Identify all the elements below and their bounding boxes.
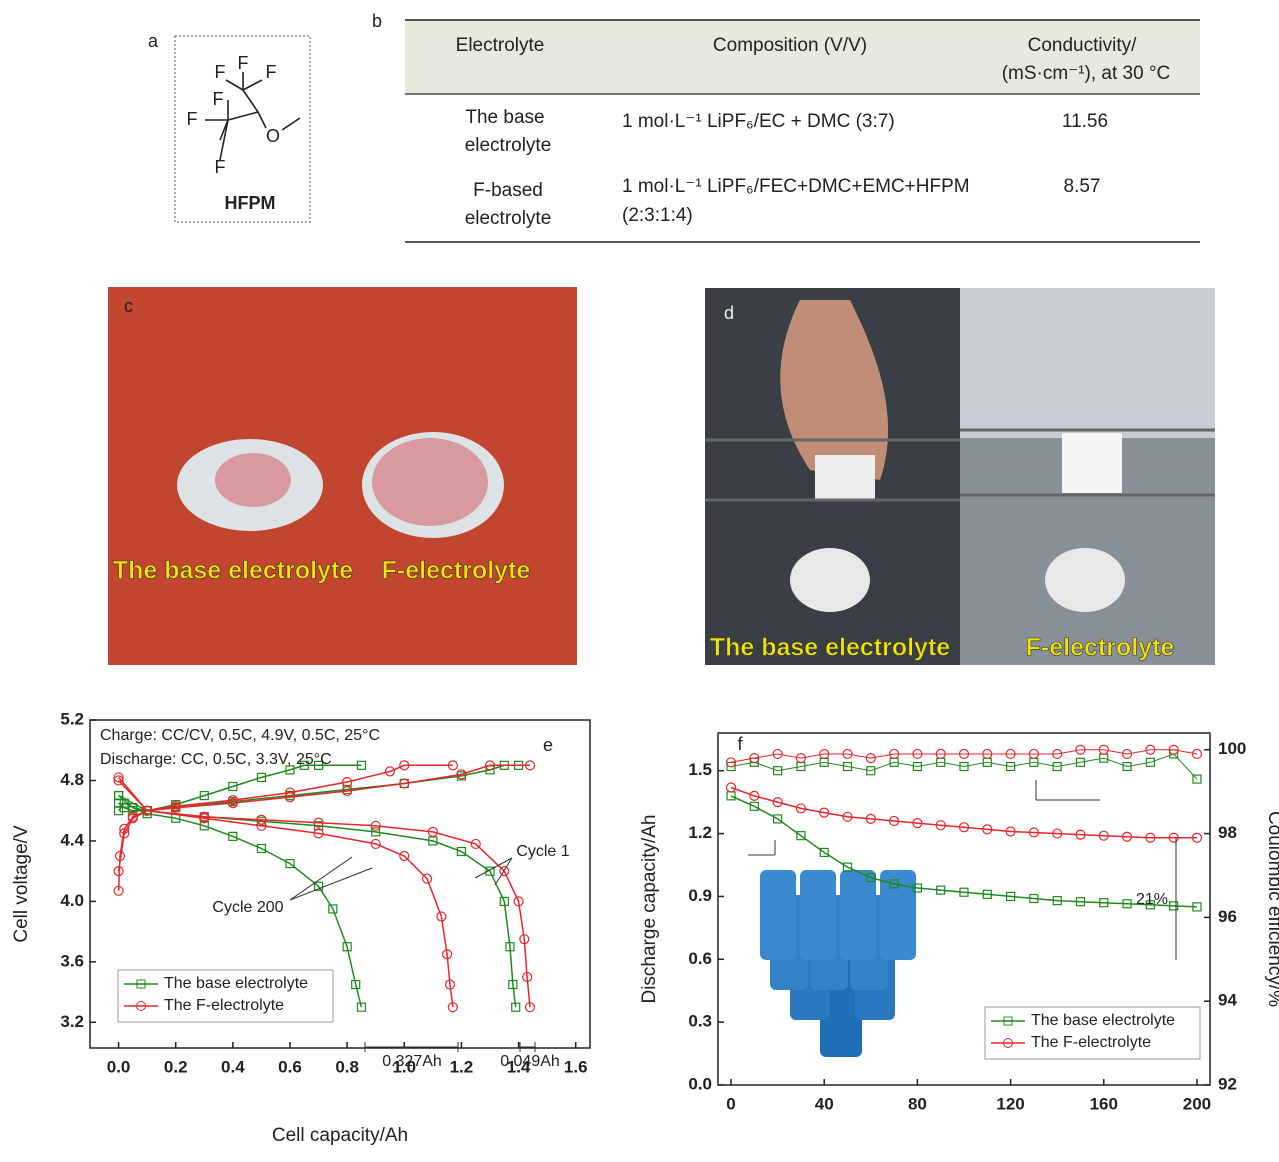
- y-tick-label: 4.4: [60, 830, 84, 849]
- molecule-name: HFPM: [225, 193, 276, 213]
- photo-drop: [372, 438, 488, 526]
- sample: [1062, 433, 1122, 493]
- table-cell: 8.57: [1064, 176, 1101, 197]
- y-tick-label: 4.8: [60, 770, 84, 789]
- y-tick-label: 0.0: [688, 1074, 712, 1093]
- atom: F: [215, 62, 226, 82]
- x-tick-label: 0.2: [164, 1057, 188, 1076]
- annotation: 0.327Ah: [382, 1053, 442, 1070]
- y-tick-label: 5.2: [60, 709, 84, 728]
- y-tick-label: 0.3: [688, 1012, 712, 1031]
- efficiency-line: [731, 750, 1197, 763]
- table-cell: (2:3:1:4): [622, 205, 693, 226]
- x-tick-label: 0.4: [221, 1057, 245, 1076]
- y2-tick-label: 96: [1218, 907, 1237, 926]
- lamp: [790, 548, 870, 612]
- y-axis-label: Cell voltage/V: [11, 825, 32, 943]
- annotation: Cycle 200: [212, 899, 283, 916]
- atom: F: [213, 89, 224, 109]
- atom: F: [215, 157, 226, 177]
- atom: F: [266, 62, 277, 82]
- x-tick-label: 40: [815, 1094, 834, 1113]
- panel-label: a: [148, 31, 159, 51]
- photo: [108, 287, 577, 665]
- y-tick-label: 1.2: [688, 823, 712, 842]
- figure: a F F F F F F O HFPM b Electrolyte Compo…: [0, 0, 1279, 1157]
- table-cell: F-based: [473, 180, 543, 201]
- panel-label: d: [724, 303, 734, 323]
- photo-wall: [960, 288, 1215, 438]
- y-tick-label: 0.6: [688, 949, 712, 968]
- y-tick-label: 3.2: [60, 1012, 84, 1031]
- sample: [815, 455, 875, 500]
- x-tick-label: 0.6: [278, 1057, 302, 1076]
- y-tick-label: 0.9: [688, 886, 712, 905]
- annotation: Charge: CC/CV, 0.5C, 4.9V, 0.5C, 25°C: [100, 727, 380, 744]
- pointer: [290, 857, 352, 900]
- legend-label: The F-electrolyte: [164, 997, 284, 1014]
- y2-tick-label: 98: [1218, 823, 1237, 842]
- table-cell: 1 mol·L⁻¹ LiPF₆/EC + DMC (3:7): [622, 111, 895, 132]
- photo-caption: The base electrolyte: [113, 557, 353, 585]
- y2-tick-label: 100: [1218, 739, 1246, 758]
- legend-label: The F-electrolyte: [1031, 1034, 1151, 1051]
- table-header: Electrolyte: [456, 35, 545, 56]
- y-tick-label: 1.5: [688, 760, 712, 779]
- table-header: Composition (V/V): [713, 35, 867, 56]
- table-cell: 11.56: [1062, 111, 1108, 132]
- annotation: Discharge: CC, 0.5C, 3.3V, 25°C: [100, 751, 332, 768]
- x-tick-label: 0.8: [335, 1057, 359, 1076]
- annotation: f: [737, 734, 743, 754]
- panel-label: b: [372, 11, 382, 31]
- molecule-bonds: [205, 72, 300, 160]
- x-tick-label: 160: [1090, 1094, 1118, 1113]
- atom: O: [266, 126, 280, 146]
- table-cell: electrolyte: [465, 135, 552, 156]
- y-axis-label: Discharge capacity/Ah: [639, 814, 660, 1003]
- x-tick-label: 200: [1183, 1094, 1211, 1113]
- photo-caption: F-electrolyte: [1026, 634, 1175, 662]
- table-header: (mS·cm⁻¹), at 30 °C: [1002, 63, 1171, 84]
- photo-caption: The base electrolyte: [710, 634, 950, 662]
- photo-caption: F-electrolyte: [382, 557, 531, 585]
- x-tick-label: 1.2: [450, 1057, 474, 1076]
- table-cell: The base: [465, 107, 544, 128]
- atom: F: [238, 53, 249, 73]
- annotation: Cycle 1: [516, 843, 569, 860]
- annotation: 0.049Ah: [500, 1053, 560, 1070]
- legend-label: The base electrolyte: [164, 975, 308, 992]
- x-tick-label: 80: [908, 1094, 927, 1113]
- y2-axis-label: Coulombic efficiency/%: [1264, 811, 1279, 1007]
- atom: F: [187, 109, 198, 129]
- x-tick-label: 0.0: [107, 1057, 131, 1076]
- annotation: 21%: [1136, 891, 1168, 908]
- table-header: Conductivity/: [1028, 35, 1137, 56]
- panel-label: c: [124, 296, 133, 316]
- y2-tick-label: 94: [1218, 991, 1237, 1010]
- photo-drop: [215, 453, 291, 507]
- table-cell: electrolyte: [465, 208, 552, 229]
- legend-label: The base electrolyte: [1031, 1012, 1175, 1029]
- table-cell: 1 mol·L⁻¹ LiPF₆/FEC+DMC+EMC+HFPM: [622, 176, 970, 197]
- x-tick-label: 1.6: [564, 1057, 588, 1076]
- y-tick-label: 4.0: [60, 891, 84, 910]
- x-tick-label: 120: [996, 1094, 1024, 1113]
- lamp: [1045, 548, 1125, 612]
- y-tick-label: 3.6: [60, 951, 84, 970]
- y2-tick-label: 92: [1218, 1074, 1237, 1093]
- x-tick-label: 0: [726, 1094, 735, 1113]
- battery-photo: [760, 870, 916, 1057]
- x-axis-label: Cell capacity/Ah: [272, 1125, 408, 1146]
- annotation: e: [543, 735, 553, 755]
